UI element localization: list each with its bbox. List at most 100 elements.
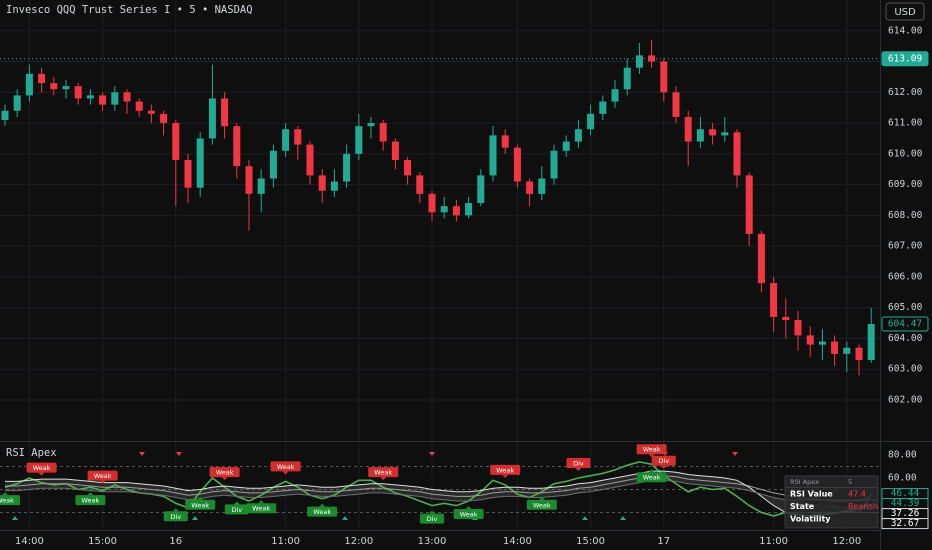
candle-body [233,126,241,167]
candle-body [196,138,204,188]
signal-badge [453,508,484,519]
x-tick-label: 16 [169,536,182,547]
info-key: State [790,502,815,511]
y-tick-label: 80.00 [888,450,917,461]
y-tick-label: 607.00 [888,241,923,252]
x-tick-label: 11:00 [271,536,300,547]
candle-body [391,141,399,160]
signal-label: Div [231,506,242,514]
candle-body [147,110,155,114]
y-tick-label: 611.00 [888,118,923,129]
candle-body [684,116,692,142]
indicator-line [5,470,872,517]
candle-body [587,113,595,130]
signal-badge [26,462,57,473]
value-badge-label: 32.67 [891,518,920,529]
candle-body [367,123,375,127]
y-tick-label: 605.00 [888,302,923,313]
info-title: RSI Apex [790,478,819,486]
candle-body [709,129,717,136]
candle-body [757,233,765,284]
signal-pointer [648,469,655,473]
signal-pointer [429,510,435,514]
candle-body [123,92,131,102]
signal-pointer [87,492,94,496]
value-badge [881,518,929,530]
y-tick-label: 604.00 [888,333,923,344]
signal-pointer [38,472,45,476]
candle-body [111,92,119,105]
signal-label: Weak [313,508,331,516]
signal-badge [270,461,301,472]
signal-pointer [648,454,655,458]
candle-body [623,67,631,90]
x-tick-label: 15:00 [576,536,605,547]
signal-badge [0,495,20,506]
signal-pointer [538,496,545,500]
candle-body [184,160,192,188]
y-tick-label: 60.00 [888,472,917,483]
candle-body [404,160,412,176]
candle-body [611,89,619,102]
candle-body [330,181,338,191]
signal-pointer [197,496,204,500]
candle-body [440,206,448,213]
candle-body [818,341,826,345]
candle-body [343,153,351,182]
candle-body [1,110,9,120]
signal-badge [163,511,188,522]
signal-badge [566,457,591,468]
info-value: Bearish [848,502,878,511]
candle-body [99,95,107,105]
candle-body [721,132,729,136]
signal-label: Div [658,457,669,465]
y-tick-label: 610.00 [888,148,923,159]
candle-body [562,141,570,151]
candle-body [86,95,94,99]
currency-button[interactable] [885,2,925,21]
candle-body [318,175,326,191]
candle-body [172,123,180,160]
candle-body [74,86,82,99]
candle-body [867,324,875,360]
signal-badge [636,444,667,455]
candle-body [452,206,460,216]
candle-body [428,193,436,213]
signal-label: Weak [277,463,295,471]
signal-badge [307,506,338,517]
signal-label: Weak [191,501,209,509]
signal-badge [75,495,106,506]
candle-body [379,123,387,142]
signal-label: Div [573,459,584,467]
candle-body [599,101,607,114]
candle-body [269,150,277,179]
value-badge-label: 37.26 [891,508,920,519]
indicator-title: RSI Apex [6,447,57,459]
band-fill [5,471,872,516]
signal-badge [209,467,240,478]
candle-body [477,175,485,204]
signal-badge [87,470,118,481]
signal-label: Weak [216,469,234,477]
candle-body [501,135,509,148]
signal-pointer [99,480,106,484]
signal-pointer [319,503,326,507]
y-tick-label: 606.00 [888,271,923,282]
signal-badge [420,513,444,524]
x-tick-label: 14:00 [503,536,532,547]
x-tick-label: 17 [657,536,670,547]
candle-body [282,129,290,151]
candle-body [257,178,265,194]
candle-body [770,283,778,317]
info-value: 47.4 [848,490,866,499]
signal-pointer [282,471,289,475]
candle-body [221,98,229,127]
signal-pointer [465,505,472,509]
signal-badge [636,472,667,483]
candle-body [25,73,33,96]
candle-body [135,101,143,111]
signal-label: Weak [374,469,392,477]
candle-body [806,335,814,345]
currency-label[interactable]: USD [894,7,916,18]
